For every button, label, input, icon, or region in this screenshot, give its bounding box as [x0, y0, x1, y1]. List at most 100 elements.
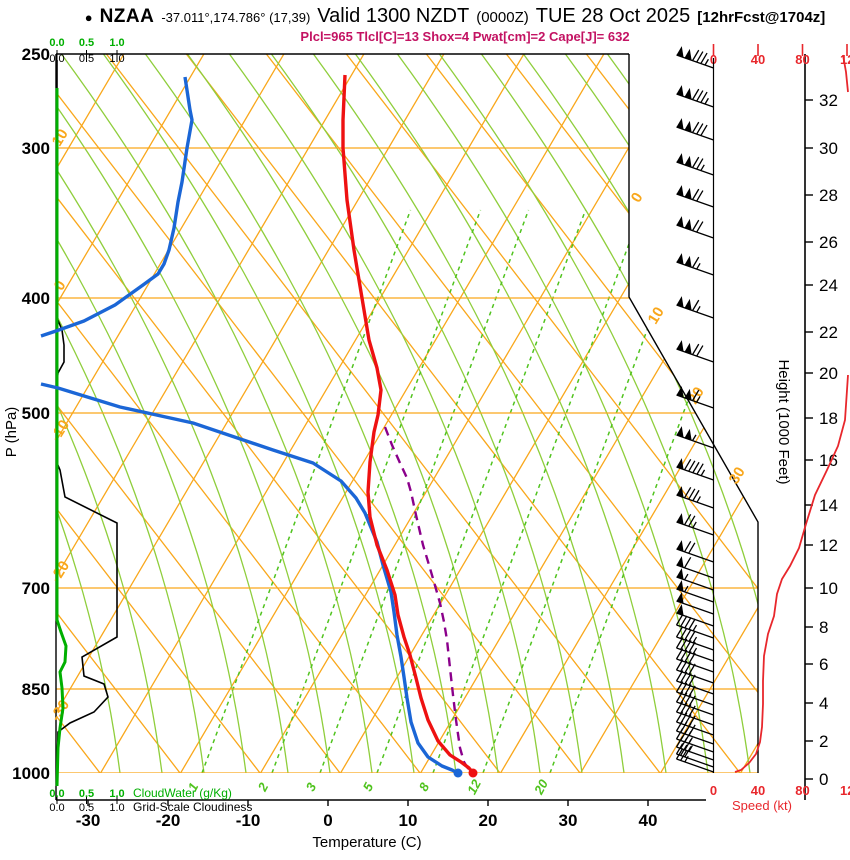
- speed-tick-label-bottom: 40: [751, 783, 765, 798]
- barb-pennant: [676, 46, 684, 58]
- barb-shaft: [676, 701, 714, 716]
- barb-feather: [688, 685, 696, 697]
- isotherm-line: [56, 54, 453, 773]
- barb-feather: [688, 515, 696, 527]
- barb-pennant: [676, 486, 684, 498]
- height-axis-title: Height (1000 Feet): [775, 359, 792, 484]
- barb-pennant: [684, 48, 692, 61]
- barb-feather: [675, 736, 684, 748]
- cloudiness-profile: [56, 60, 118, 774]
- wind-barb: [676, 296, 714, 319]
- barb-pennant: [676, 118, 684, 130]
- cloudwater-scale-top: 0.0: [49, 37, 64, 49]
- dewpoint-profile: [40, 382, 459, 775]
- barb-pennant: [676, 426, 684, 438]
- barb-half-feather: [696, 262, 701, 270]
- mixing-ratio-label: 12: [464, 776, 484, 796]
- cloudwater-profile: [55, 88, 68, 787]
- wind-barb: [676, 216, 714, 239]
- barb-shaft: [676, 126, 714, 141]
- barb-pennant: [676, 592, 684, 604]
- wind-barb: [675, 691, 714, 716]
- valid-zulu: (0000Z): [476, 9, 529, 26]
- barb-half-feather: [696, 305, 701, 313]
- speed-tick-label-top: 80: [795, 52, 809, 67]
- barb-shaft: [676, 658, 714, 673]
- barb-feather: [688, 641, 696, 653]
- barb-shaft: [676, 161, 714, 176]
- barb-feather: [688, 618, 696, 630]
- barb-feather: [675, 748, 684, 760]
- barb-half-feather: [704, 97, 709, 105]
- speed-tick-label-top: 40: [751, 52, 765, 67]
- cloudiness-scale-top: 0.0: [49, 53, 64, 65]
- wind-barb: [675, 637, 714, 662]
- wind-barb: [676, 386, 714, 409]
- temp-tick-label: 20: [479, 811, 498, 830]
- barb-pennant: [676, 556, 684, 568]
- valid-date: TUE 28 Oct 2025: [535, 5, 691, 27]
- barb-pennant: [684, 87, 692, 100]
- cloudiness-scale-top: 0.5: [79, 53, 94, 65]
- barb-feather: [680, 671, 688, 683]
- barb-feather: [675, 670, 684, 682]
- barb-pennant: [684, 187, 692, 200]
- dry-adiabat-line: [95, 54, 728, 773]
- valid-time: Valid 1300 NZDT: [317, 5, 470, 27]
- barb-feather: [680, 692, 688, 704]
- barb-feather: [696, 158, 704, 170]
- barb-half-feather: [696, 395, 701, 403]
- barb-feather: [692, 461, 700, 474]
- speed-axis-title: Speed (kt): [732, 798, 792, 813]
- temp-tick-label: 10: [399, 811, 418, 830]
- barb-pennant: [676, 580, 684, 592]
- wind-barb: [675, 681, 714, 706]
- isotherm-line: [448, 54, 758, 773]
- pressure-tick-label: 400: [22, 289, 50, 308]
- stability-indices: Plcl=965 Tlcl[C]=13 Shox=4 Pwat[cm]=2 Ca…: [300, 29, 630, 44]
- pressure-tick-label: 500: [22, 404, 50, 423]
- isotherm-line: [368, 54, 758, 773]
- pressure-axis-title: P (hPa): [3, 407, 20, 458]
- dry-adiabat-label: -20: [47, 558, 73, 585]
- barb-feather: [675, 701, 684, 713]
- barb-shaft: [676, 730, 714, 745]
- wind-barb: [675, 659, 714, 684]
- pressure-tick-label: 700: [22, 579, 50, 598]
- barb-half-feather: [692, 636, 698, 644]
- barb-feather: [684, 739, 692, 751]
- isotherm-label: 10: [645, 304, 668, 327]
- barb-feather: [675, 626, 684, 638]
- cloudwater-scale-top: 0.5: [79, 37, 94, 49]
- barb-feather: [675, 659, 684, 671]
- height-tick-label: 14: [819, 496, 838, 515]
- isotherm-line: [56, 54, 533, 773]
- temp-tick-label: 0: [323, 811, 332, 830]
- barb-feather: [691, 156, 700, 168]
- barb-pennant: [676, 296, 684, 308]
- barb-feather: [688, 488, 696, 500]
- barb-half-feather: [692, 521, 697, 529]
- cloudiness-scale-bottom: 0.5: [79, 802, 94, 814]
- dry-adiabat-line: [56, 54, 168, 773]
- dry-adiabat-label: 0: [51, 278, 70, 294]
- pressure-tick-label: 850: [22, 680, 50, 699]
- dewpoint-profile: [40, 76, 194, 338]
- wind-barb: [675, 626, 714, 651]
- barb-feather: [680, 660, 688, 672]
- barb-feather: [680, 749, 688, 761]
- height-tick-label: 2: [819, 732, 828, 751]
- wind-barb: [676, 185, 714, 208]
- wind-barb: [676, 513, 714, 536]
- barb-half-feather: [683, 585, 689, 593]
- dry-adiabat-line: [495, 54, 758, 773]
- isotherm-label: 30: [726, 464, 749, 487]
- barb-half-feather: [692, 647, 698, 655]
- barb-half-feather: [696, 496, 701, 503]
- barb-feather: [700, 52, 708, 64]
- wind-barb: [675, 670, 714, 695]
- cloudiness-scale-bottom: 0.0: [49, 802, 64, 814]
- mixing-ratio-label: 8: [416, 779, 433, 793]
- barb-pennant: [676, 185, 684, 197]
